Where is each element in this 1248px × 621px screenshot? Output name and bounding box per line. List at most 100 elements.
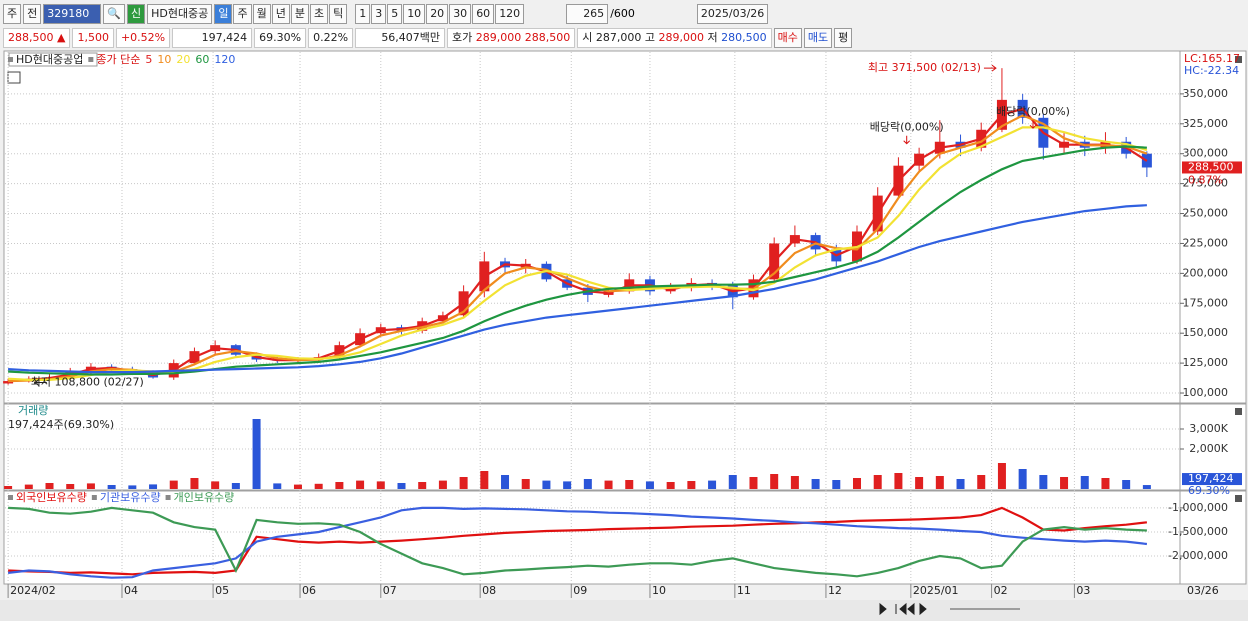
new-badge[interactable]: 신 bbox=[126, 4, 146, 24]
volume-bar bbox=[935, 476, 944, 489]
change: 1,500 bbox=[72, 28, 114, 48]
count-input[interactable]: 265 bbox=[566, 4, 609, 24]
volume-bar bbox=[4, 486, 13, 489]
annotation: 배당락(0,00%) bbox=[996, 105, 1070, 118]
scroll-buttons[interactable] bbox=[879, 602, 927, 616]
period-button[interactable]: 분 bbox=[290, 4, 309, 24]
low: 280,500 bbox=[721, 31, 767, 44]
amount: 56,407백만 bbox=[355, 28, 446, 48]
period-button[interactable]: 월 bbox=[252, 4, 271, 24]
moving-average bbox=[8, 126, 1148, 381]
y-tick-label: 150,000 bbox=[1183, 326, 1229, 339]
date-input[interactable]: 2025/03/26 bbox=[696, 4, 769, 24]
volume-bar bbox=[770, 474, 779, 489]
interval-button[interactable]: 10 bbox=[403, 4, 426, 24]
volume-bar bbox=[1101, 478, 1110, 489]
ohl: 시 287,000 고 289,000 저 280,500 bbox=[577, 28, 772, 48]
buy-button[interactable]: 매수 bbox=[773, 28, 802, 48]
x-tick-label: 09 bbox=[573, 584, 587, 597]
period-button[interactable]: 초 bbox=[309, 4, 329, 24]
open-label: 시 bbox=[582, 31, 593, 44]
interval-button[interactable]: 60 bbox=[472, 4, 495, 24]
panel-menu[interactable] bbox=[1235, 408, 1242, 415]
volume-bar bbox=[915, 477, 924, 489]
y-tick-label: 175,000 bbox=[1183, 296, 1229, 309]
last-change: 0.87% bbox=[1188, 173, 1223, 186]
panel-menu[interactable] bbox=[1235, 56, 1242, 63]
volume-bar bbox=[314, 483, 323, 489]
volume-bar bbox=[977, 475, 986, 489]
legend-item: 60 bbox=[195, 53, 209, 66]
interval-button[interactable]: 3 bbox=[371, 4, 387, 24]
interval-button[interactable]: 1 bbox=[355, 4, 371, 24]
volume-bar bbox=[293, 484, 302, 489]
x-tick-label: 06 bbox=[302, 584, 316, 597]
volume-bar bbox=[1018, 469, 1027, 489]
interval-button[interactable]: 5 bbox=[387, 4, 403, 24]
period-button[interactable]: 일 bbox=[214, 4, 233, 24]
volume-bar bbox=[604, 480, 613, 489]
volume-bar bbox=[563, 481, 572, 489]
quote-bar: 288,500 ▲ 1,500 +0.52% 197,424 69.30% 0.… bbox=[3, 28, 853, 48]
legend-swatch bbox=[8, 495, 13, 500]
volume-bar bbox=[687, 481, 696, 489]
table-icon[interactable] bbox=[7, 71, 21, 84]
sell-button[interactable]: 매도 bbox=[803, 28, 833, 48]
legend-swatch bbox=[88, 57, 94, 62]
y-tick-label: 325,000 bbox=[1183, 117, 1229, 130]
volume-bar bbox=[335, 482, 344, 489]
legend-item: 종가 단순 bbox=[96, 53, 140, 66]
x-tick-label: 12 bbox=[828, 584, 842, 597]
code-input[interactable]: 329180 bbox=[43, 4, 102, 24]
volume-bar bbox=[790, 476, 799, 489]
legend-item: 개인보유수량 bbox=[174, 491, 235, 504]
x-tick-label: 05 bbox=[215, 584, 229, 597]
period-button[interactable]: 년 bbox=[271, 4, 290, 24]
volume-bar bbox=[1039, 475, 1048, 489]
interval-button[interactable]: 120 bbox=[495, 4, 525, 24]
y-tick-label: 225,000 bbox=[1183, 236, 1229, 249]
legend-item: 5 bbox=[145, 53, 152, 66]
panel-menu[interactable] bbox=[1235, 495, 1242, 502]
y-tick-label: 350,000 bbox=[1183, 87, 1229, 100]
holdings-line bbox=[8, 506, 1148, 576]
mode-select[interactable]: 전 bbox=[23, 4, 42, 24]
volume-bar bbox=[438, 480, 447, 489]
interval-button[interactable]: 30 bbox=[449, 4, 472, 24]
volume-bar bbox=[45, 483, 54, 489]
holdings-line bbox=[8, 506, 1147, 578]
lc-label: LC:165.17 bbox=[1184, 52, 1240, 65]
legend-swatch bbox=[91, 495, 97, 500]
y-tick-label: 2,000K bbox=[1189, 442, 1228, 455]
volume-ratio: 69.30% bbox=[254, 28, 307, 48]
period-button[interactable]: 틱 bbox=[329, 4, 348, 24]
volume-bar bbox=[956, 479, 965, 489]
volume-subtitle: 197,424주(69.30%) bbox=[8, 418, 114, 431]
x-tick-label: 02 bbox=[994, 584, 1008, 597]
volume-bar bbox=[1080, 476, 1089, 489]
x-tick-label: 08 bbox=[482, 584, 496, 597]
x-tick-label: 10 bbox=[652, 584, 666, 597]
avg-button[interactable]: 평 bbox=[834, 28, 853, 48]
volume-bar bbox=[894, 473, 903, 489]
volume-panel bbox=[3, 403, 1247, 491]
volume-bar bbox=[66, 484, 75, 489]
search-button[interactable]: 🔍 bbox=[103, 4, 125, 24]
market-select[interactable]: 주 bbox=[3, 4, 22, 24]
volume-bar bbox=[356, 480, 365, 489]
period-button[interactable]: 주 bbox=[233, 4, 252, 24]
last-volume: 197,424 bbox=[1188, 472, 1234, 485]
direction: ▲ bbox=[57, 31, 66, 44]
volume-bar bbox=[1142, 485, 1151, 489]
bottom-toolbar bbox=[0, 600, 1248, 621]
candle-body bbox=[3, 381, 14, 384]
volume-bar bbox=[86, 483, 95, 489]
x-tick-label: 2024/02 bbox=[10, 584, 56, 597]
interval-button[interactable]: 20 bbox=[426, 4, 449, 24]
legend-item: 120 bbox=[214, 53, 235, 66]
legend-swatch bbox=[165, 495, 171, 500]
